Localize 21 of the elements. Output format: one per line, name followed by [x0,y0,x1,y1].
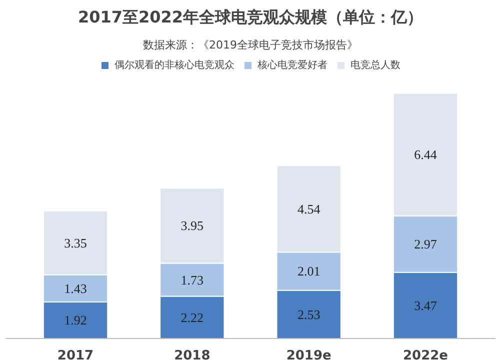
x-tick-label: 2017 [57,348,94,362]
data-label: 2.22 [180,310,204,325]
data-label: 1.73 [180,272,204,288]
legend-label: 电竞总人数 [350,58,400,72]
x-tick-label: 2022e [403,348,448,362]
legend-label: 偶尔观看的非核心电竞观众 [114,58,234,72]
data-label: 6.44 [414,147,438,162]
legend-label: 核心电竞爱好者 [258,58,328,72]
data-label: 3.35 [64,235,87,250]
x-tick-label: 2019e [286,348,332,362]
data-label: 4.54 [297,201,321,216]
data-label: 2.01 [297,264,320,279]
data-label: 1.43 [64,280,87,296]
data-label: 2.97 [414,236,438,252]
data-label: 1.92 [64,312,87,328]
chart-subtitle: 数据来源：《2019全球电子竞技市场报告》 [143,38,358,52]
data-label: 2.53 [297,306,320,322]
data-label: 3.47 [414,298,438,313]
x-tick-label: 2018 [174,348,210,362]
data-label: 3.95 [180,218,204,234]
chart-title: 2017至2022年全球电竞观众规模（单位：亿） [78,8,424,26]
